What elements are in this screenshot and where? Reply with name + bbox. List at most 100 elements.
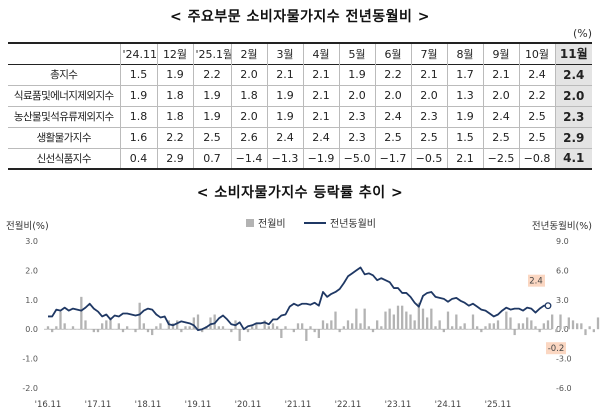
- table-cell: 2.5: [518, 127, 555, 148]
- yoy-line: [48, 266, 548, 332]
- bar: [513, 329, 516, 336]
- bar: [463, 323, 466, 330]
- bar: [213, 314, 216, 330]
- column-header: 8월: [446, 43, 483, 64]
- bar: [451, 326, 454, 330]
- bar: [255, 323, 258, 330]
- table-cell: 1.9: [266, 85, 303, 106]
- bar: [442, 329, 445, 333]
- left-tick-label: 0.0: [25, 325, 38, 334]
- table-cell: 1.8: [230, 85, 267, 106]
- bar: [459, 326, 462, 330]
- bar: [421, 308, 425, 330]
- bar: [296, 323, 300, 330]
- bar: [55, 326, 58, 330]
- bar: [538, 329, 541, 333]
- bar: [580, 323, 583, 330]
- x-tick-label: '22.11: [335, 400, 362, 410]
- bar: [576, 323, 579, 330]
- bar: [188, 326, 191, 330]
- bar: [155, 326, 158, 330]
- bar: [530, 320, 533, 330]
- bar: [380, 326, 383, 330]
- bar: [276, 326, 279, 330]
- table-body: 총지수 1.5 1.9 2.2 2.0 2.1 2.1 1.9 2.2 2.1 1.7 2.1 2.4 2…: [8, 64, 592, 169]
- bar: [476, 326, 479, 330]
- table-cell: 2.9: [554, 127, 592, 148]
- table-title: < 주요부문 소비자물가지수 전년동월비 >: [169, 9, 431, 25]
- left-tick-label: -1.0: [22, 355, 38, 364]
- bar: [330, 320, 333, 330]
- left-tick-label: 3.0: [25, 237, 38, 246]
- table-cell: 2.5: [374, 127, 411, 148]
- bar: [184, 326, 187, 330]
- table-cell: −0.8: [518, 148, 555, 169]
- table-cell: 2.0: [554, 85, 592, 106]
- table-cell: 2.6: [230, 127, 267, 148]
- table-cell: 2.2: [192, 64, 231, 85]
- bar: [496, 320, 500, 330]
- x-tick-label: '18.11: [135, 400, 162, 410]
- bar: [134, 329, 137, 333]
- bar: [263, 320, 266, 330]
- bar: [584, 329, 587, 336]
- left-tick-label: 1.0: [25, 296, 38, 305]
- bar: [342, 326, 345, 330]
- table-cell: 2.4: [374, 106, 411, 127]
- table-cell: 2.5: [518, 106, 555, 127]
- bar: [96, 329, 100, 333]
- column-header: '25.1월: [192, 43, 231, 64]
- bar: [367, 326, 370, 330]
- row-label: 식료품및에너지제외지수: [13, 90, 114, 102]
- legend-bar-label: 전월비: [258, 218, 286, 230]
- table-row: 총지수 1.5 1.9 2.2 2.0 2.1 2.1 1.9 2.2 2.1 1.7 2.1 2.4 2…: [8, 64, 592, 85]
- bar: [301, 323, 304, 330]
- table-cell: −1.4: [230, 148, 267, 169]
- bar: [542, 323, 545, 330]
- right-tick-label: 0.0: [556, 325, 569, 334]
- bar: [505, 311, 508, 330]
- row-label: 농산물및석유류제외지수: [13, 111, 114, 123]
- column-header: 10월: [518, 43, 555, 64]
- bar: [101, 323, 104, 330]
- row-label: 총지수: [50, 69, 78, 81]
- left-tick-label: 2.0: [25, 266, 38, 275]
- bar: [413, 320, 416, 330]
- bar: [151, 329, 154, 336]
- bar: [409, 314, 412, 330]
- bar: [592, 329, 595, 333]
- header-corner: [8, 43, 120, 64]
- table-cell: 1.9: [156, 64, 193, 85]
- bar: [363, 308, 366, 330]
- bar: [305, 329, 308, 341]
- table-cell: −1.9: [302, 148, 339, 169]
- table-cell: −5.0: [338, 148, 375, 169]
- chart-title: < 소비자물가지수 등락률 추이 >: [196, 185, 404, 201]
- bar: [571, 320, 575, 330]
- bar: [417, 302, 420, 330]
- bar: [126, 326, 129, 330]
- bar: [359, 323, 362, 330]
- table-row: 식료품및에너지제외지수 1.9 1.8 1.9 1.8 1.9 2.1 2.0 2.0 2.0 1.…: [8, 85, 592, 106]
- bar: [526, 317, 529, 330]
- bar: [434, 326, 437, 330]
- bar: [326, 323, 329, 330]
- bar: [121, 329, 125, 333]
- bar: [567, 317, 570, 330]
- table-cell: 1.6: [119, 127, 157, 148]
- bar: [396, 305, 400, 330]
- right-tick-label: -6.0: [556, 384, 572, 393]
- bar: [517, 323, 520, 330]
- legend-line-label: 전년동월비: [330, 218, 376, 230]
- bar: [509, 317, 512, 330]
- column-header: 3월: [266, 43, 303, 64]
- bar: [480, 329, 483, 333]
- bar: [551, 314, 554, 330]
- bar: [313, 329, 316, 333]
- column-header: 6월: [374, 43, 411, 64]
- bar: [159, 323, 162, 330]
- table-cell: 2.1: [410, 64, 447, 85]
- table-cell: −0.5: [410, 148, 447, 169]
- bar: [346, 320, 350, 330]
